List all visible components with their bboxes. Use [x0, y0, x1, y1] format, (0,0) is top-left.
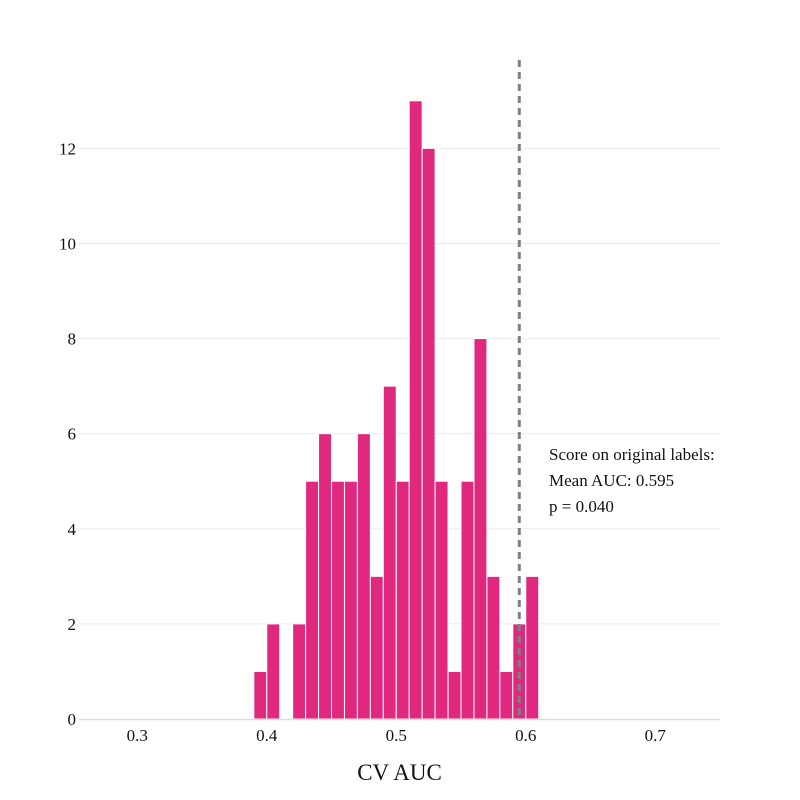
y-tick-label: 8: [68, 330, 77, 349]
histogram-bar: [395, 480, 410, 720]
histogram-bar: [473, 338, 488, 720]
histogram-bar: [305, 480, 320, 720]
x-tick-label: 0.4: [256, 726, 278, 745]
score-annotation: Score on original labels: Mean AUC: 0.59…: [549, 445, 719, 516]
histogram-bar: [421, 147, 436, 720]
histogram-bar: [460, 480, 475, 720]
histogram-bar: [486, 575, 501, 720]
histogram-bar: [343, 480, 358, 720]
grid-lines: [79, 147, 720, 625]
histogram-bar: [408, 100, 423, 720]
histogram-bar: [292, 623, 307, 720]
histogram-bar: [447, 670, 462, 720]
histogram-bar: [382, 385, 397, 720]
histogram-bar: [499, 670, 514, 720]
histogram-bar: [369, 575, 384, 720]
y-tick-label: 2: [68, 615, 77, 634]
x-tick-label: 0.5: [386, 726, 407, 745]
x-axis-title: CV AUC: [357, 760, 442, 785]
histogram-bar: [434, 480, 449, 720]
histogram-bar: [525, 575, 540, 720]
x-tick-labels: 0.3 0.4 0.5 0.6 0.7: [127, 726, 667, 745]
y-tick-label: 6: [68, 425, 77, 444]
histogram-bar: [356, 433, 371, 720]
y-tick-label: 4: [68, 520, 77, 539]
annotation-line-3: p = 0.040: [549, 497, 614, 516]
x-tick-label: 0.6: [515, 726, 536, 745]
histogram-bar: [266, 623, 281, 720]
y-tick-label: 12: [59, 139, 76, 158]
y-tick-label: 10: [59, 234, 76, 253]
annotation-line-1: Score on original labels:: [549, 445, 715, 464]
histogram-bar: [253, 670, 268, 720]
x-tick-label: 0.3: [127, 726, 148, 745]
y-tick-labels: 0 2 4 6 8 10 12: [59, 139, 77, 729]
histogram-bar: [331, 480, 345, 720]
y-tick-label: 0: [68, 710, 77, 729]
histogram-bar: [318, 433, 333, 720]
annotation-line-2: Mean AUC: 0.595: [549, 471, 674, 490]
x-tick-label: 0.7: [645, 726, 667, 745]
histogram-bars: [253, 100, 540, 720]
